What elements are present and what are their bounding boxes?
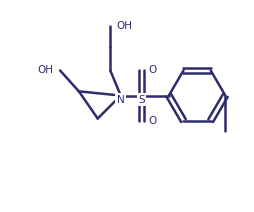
Text: OH: OH [117,21,133,32]
Text: S: S [138,95,145,105]
Text: O: O [148,116,156,126]
Text: N: N [117,95,125,105]
Text: OH: OH [38,66,54,75]
Text: O: O [148,66,156,75]
